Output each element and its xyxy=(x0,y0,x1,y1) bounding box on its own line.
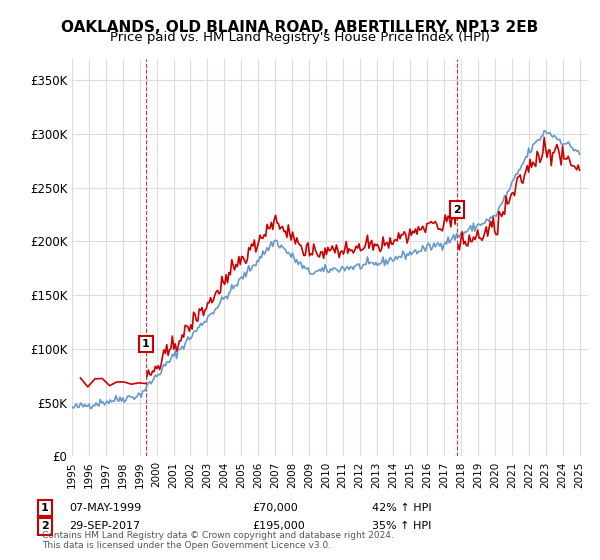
Text: 42% ↑ HPI: 42% ↑ HPI xyxy=(372,503,431,513)
Text: 2: 2 xyxy=(453,204,461,214)
Text: Contains HM Land Registry data © Crown copyright and database right 2024.
This d: Contains HM Land Registry data © Crown c… xyxy=(42,530,394,550)
Text: £70,000: £70,000 xyxy=(252,503,298,513)
Text: 35% ↑ HPI: 35% ↑ HPI xyxy=(372,521,431,531)
Text: 07-MAY-1999: 07-MAY-1999 xyxy=(69,503,141,513)
Text: 1: 1 xyxy=(41,503,49,513)
Text: 29-SEP-2017: 29-SEP-2017 xyxy=(69,521,140,531)
Text: 1: 1 xyxy=(142,339,150,349)
Text: £195,000: £195,000 xyxy=(252,521,305,531)
Text: OAKLANDS, OLD BLAINA ROAD, ABERTILLERY, NP13 2EB: OAKLANDS, OLD BLAINA ROAD, ABERTILLERY, … xyxy=(61,20,539,35)
Text: Price paid vs. HM Land Registry's House Price Index (HPI): Price paid vs. HM Land Registry's House … xyxy=(110,31,490,44)
Text: 2: 2 xyxy=(41,521,49,531)
